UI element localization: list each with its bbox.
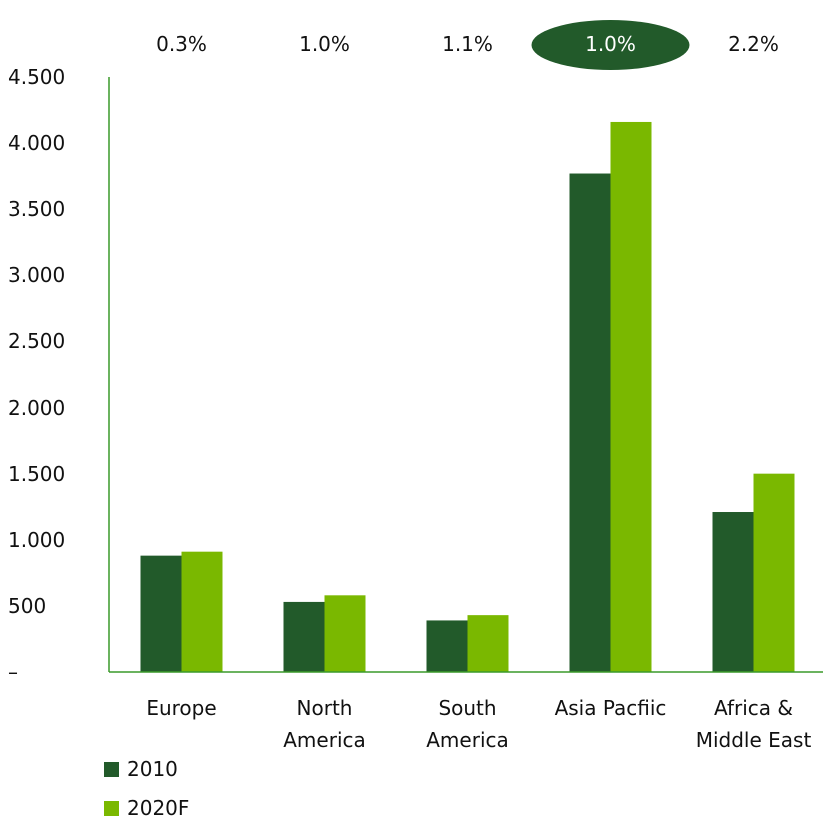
annotation: 1.0% <box>299 32 350 56</box>
bar <box>426 620 468 672</box>
y-tick-label: 1.000 <box>8 527 66 552</box>
bar <box>467 615 509 672</box>
annotation: 1.1% <box>442 32 493 56</box>
bar <box>324 595 366 672</box>
bar <box>140 555 182 672</box>
y-tick-label: 3.000 <box>8 263 66 288</box>
x-tick-label: North America <box>283 696 366 752</box>
bar <box>181 551 223 672</box>
legend-label: 2020F <box>127 796 190 820</box>
legend-swatch <box>104 801 119 816</box>
y-tick-label: 2.500 <box>8 329 66 354</box>
bar <box>712 512 754 672</box>
y-tick-label: – <box>8 660 18 684</box>
annotation: 0.3% <box>156 32 207 56</box>
bar <box>569 173 611 672</box>
bar <box>283 601 325 672</box>
annotation: 2.2% <box>728 32 779 56</box>
y-tick-label: 3.500 <box>8 197 66 222</box>
legend-label: 2010 <box>127 757 178 781</box>
y-tick-label: 1.500 <box>8 461 66 486</box>
y-tick-label: 500 <box>8 593 47 618</box>
bar <box>610 121 652 672</box>
annotation: 1.0% <box>585 32 636 56</box>
y-tick-label: 4.500 <box>8 65 66 89</box>
y-tick-label: 2.000 <box>8 395 66 420</box>
x-tick-label: South America <box>426 696 509 752</box>
x-tick-label: Europe <box>146 696 217 720</box>
x-tick-label: Asia Pacfiic <box>554 696 667 720</box>
y-tick-label: 4.000 <box>8 131 66 156</box>
highlight <box>531 20 690 70</box>
bar <box>753 473 795 672</box>
x-tick-label: Africa & Middle East <box>695 696 812 752</box>
legend-swatch <box>104 762 119 777</box>
